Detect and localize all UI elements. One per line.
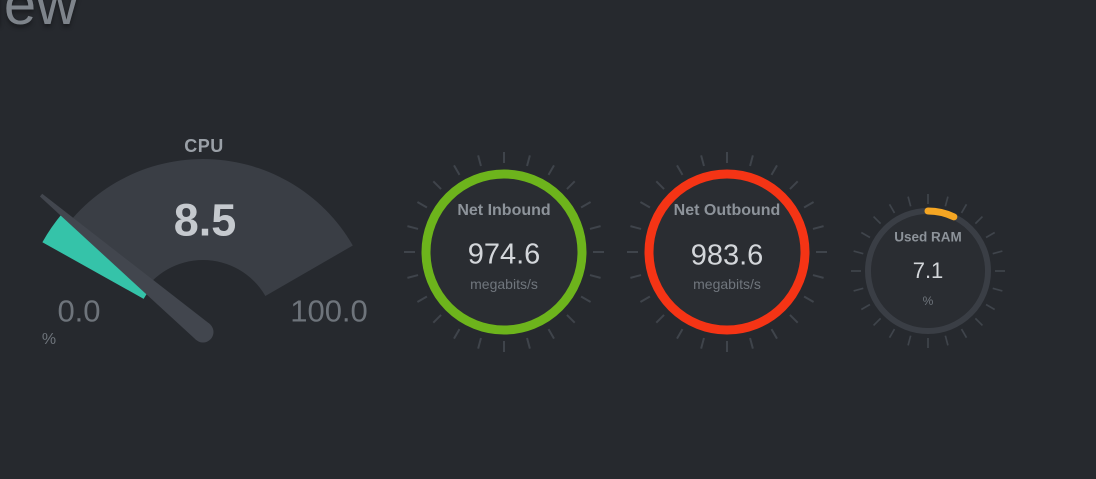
net-outbound-gauge-tick — [676, 164, 684, 176]
net-inbound-gauge-tick — [547, 328, 555, 340]
page-title-fragment: iew — [0, 0, 79, 37]
net-inbound-title: Net Inbound — [457, 202, 551, 219]
net-outbound-gauge-tick — [789, 314, 799, 324]
net-outbound-gauge-tick — [639, 295, 651, 303]
net-outbound-gauge-tick — [789, 180, 799, 190]
used-ram-gauge-tick — [992, 250, 1003, 255]
net-inbound-gauge-tick — [526, 337, 531, 349]
used-ram-gauge-tick — [888, 203, 896, 214]
net-outbound-gauge-tick — [803, 201, 815, 209]
cpu-gauge-needle — [39, 193, 210, 340]
net-outbound-unit: megabits/s — [693, 276, 761, 292]
net-inbound-gauge-tick — [407, 274, 419, 279]
net-inbound-gauge-tick — [580, 201, 592, 209]
used-ram-gauge-tick — [944, 196, 949, 207]
net-inbound-value: 974.6 — [467, 238, 541, 271]
cpu-min-label: 0.0 — [57, 293, 101, 329]
net-outbound-gauge-tick — [749, 337, 754, 349]
used-ram-gauge-tick — [960, 203, 968, 214]
net-outbound-gauge-tick — [770, 164, 778, 176]
used-ram-gauge-tick — [872, 317, 882, 327]
net-inbound-gauge-ring — [421, 169, 587, 335]
used-ram-gauge — [851, 194, 1005, 348]
net-outbound-gauge-ring — [644, 169, 810, 335]
net-inbound-gauge-interior — [430, 178, 578, 326]
net-outbound-gauge-tick — [770, 328, 778, 340]
used-ram-gauge-tick — [860, 303, 871, 311]
used-ram-gauge-tick — [860, 231, 871, 239]
net-inbound-gauge-tick — [566, 180, 576, 190]
used-ram-gauge-value-arc — [924, 207, 958, 221]
net-inbound-gauge-tick — [407, 225, 419, 230]
net-inbound-gauge-tick — [547, 164, 555, 176]
used-ram-gauge-tick — [974, 317, 984, 327]
used-ram-gauge-tick — [985, 303, 996, 311]
used-ram-gauge-tick — [992, 287, 1003, 292]
net-outbound-gauge-tick — [655, 180, 665, 190]
net-outbound-gauge-tick — [676, 328, 684, 340]
cpu-gauge-needle-pivot — [192, 321, 214, 343]
cpu-max-label: 100.0 — [290, 293, 368, 329]
net-outbound-gauge-tick — [700, 155, 705, 167]
cpu-value: 8.5 — [173, 194, 237, 246]
used-ram-unit: % — [922, 294, 934, 308]
net-outbound-gauge-tick — [749, 155, 754, 167]
used-ram-gauge-tick — [853, 250, 864, 255]
net-inbound-gauge — [404, 152, 604, 352]
cpu-gauge-fill-wedge — [42, 213, 152, 299]
used-ram-gauge-tick — [944, 335, 949, 346]
used-ram-gauge-tick — [888, 328, 896, 339]
net-outbound-gauge-tick — [639, 201, 651, 209]
cpu-title: CPU — [184, 136, 224, 156]
net-inbound-gauge-tick — [416, 201, 428, 209]
used-ram-gauge-tick — [853, 287, 864, 292]
net-inbound-gauge-tick — [580, 295, 592, 303]
net-outbound-gauge — [627, 152, 827, 352]
net-outbound-title: Net Outbound — [673, 202, 781, 219]
cpu-gauge — [39, 159, 353, 343]
net-outbound-gauge-tick — [630, 225, 642, 230]
net-inbound-unit: megabits/s — [470, 276, 538, 292]
net-outbound-gauge-tick — [655, 314, 665, 324]
used-ram-gauge-tick — [907, 196, 912, 207]
used-ram-gauge-tick — [960, 328, 968, 339]
net-outbound-gauge-tick — [700, 337, 705, 349]
used-ram-gauge-interior — [871, 214, 985, 328]
used-ram-gauge-tick — [974, 215, 984, 225]
net-outbound-gauge-tick — [630, 274, 642, 279]
used-ram-gauge-tick — [872, 215, 882, 225]
net-inbound-gauge-tick — [526, 155, 531, 167]
net-outbound-gauge-tick — [803, 295, 815, 303]
used-ram-gauge-tick — [907, 335, 912, 346]
net-inbound-gauge-tick — [416, 295, 428, 303]
net-outbound-gauge-tick — [812, 274, 824, 279]
net-inbound-gauge-tick — [589, 274, 601, 279]
net-inbound-gauge-tick — [453, 328, 461, 340]
used-ram-value: 7.1 — [912, 258, 944, 283]
net-inbound-gauge-tick — [477, 155, 482, 167]
net-outbound-gauge-tick — [812, 225, 824, 230]
net-inbound-gauge-tick — [432, 314, 442, 324]
net-inbound-gauge-tick — [589, 225, 601, 230]
used-ram-gauge-tick — [985, 231, 996, 239]
net-inbound-gauge-tick — [453, 164, 461, 176]
net-outbound-value: 983.6 — [690, 239, 764, 272]
net-inbound-gauge-tick — [477, 337, 482, 349]
ring-gauges — [404, 152, 1005, 352]
used-ram-title: Used RAM — [894, 229, 962, 245]
net-outbound-gauge-interior — [653, 178, 801, 326]
cpu-unit-label: % — [41, 331, 57, 348]
net-inbound-gauge-tick — [432, 180, 442, 190]
net-inbound-gauge-tick — [566, 314, 576, 324]
